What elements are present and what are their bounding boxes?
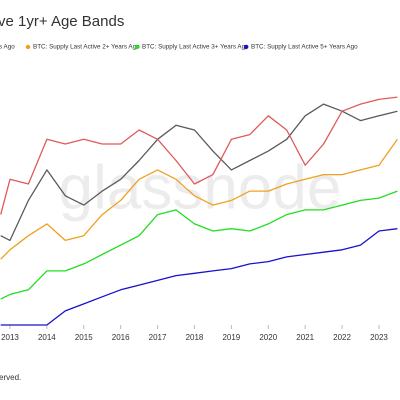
series-line: [0, 190, 398, 300]
x-tick-label: 2017: [149, 333, 167, 342]
x-tick-label: 2018: [186, 333, 204, 342]
x-tick-label: 2021: [296, 333, 314, 342]
footer: erved.: [0, 373, 21, 382]
legend-swatch: [25, 44, 31, 50]
x-tick-label: 2023: [370, 333, 388, 342]
legend-label: s Ago: [0, 44, 15, 51]
chart-title: ve 1yr+ Age Bands: [0, 13, 124, 30]
watermark: glassnode: [59, 153, 342, 222]
x-tick-label: 2014: [38, 333, 56, 342]
x-tick-label: 2022: [333, 333, 351, 342]
x-tick-label: 2020: [259, 333, 277, 342]
legend-label: BTC: Supply Last Active 3+ Years Ago: [142, 44, 249, 51]
series-line: [0, 103, 398, 242]
legend-label: BTC: Supply Last Active 2+ Years Ago: [33, 44, 140, 51]
legend-label: BTC: Supply Last Active 5+ Years Ago: [251, 44, 358, 51]
x-tick-label: 2013: [1, 333, 19, 342]
x-tick-label: 2019: [222, 333, 240, 342]
series-line: [0, 138, 398, 260]
x-tick-label: 2016: [112, 333, 130, 342]
x-tick-label: 2015: [75, 333, 93, 342]
legend-swatch: [243, 44, 249, 50]
series-line: [0, 96, 398, 215]
series-line: [0, 228, 398, 326]
legend-swatch: [134, 44, 140, 50]
